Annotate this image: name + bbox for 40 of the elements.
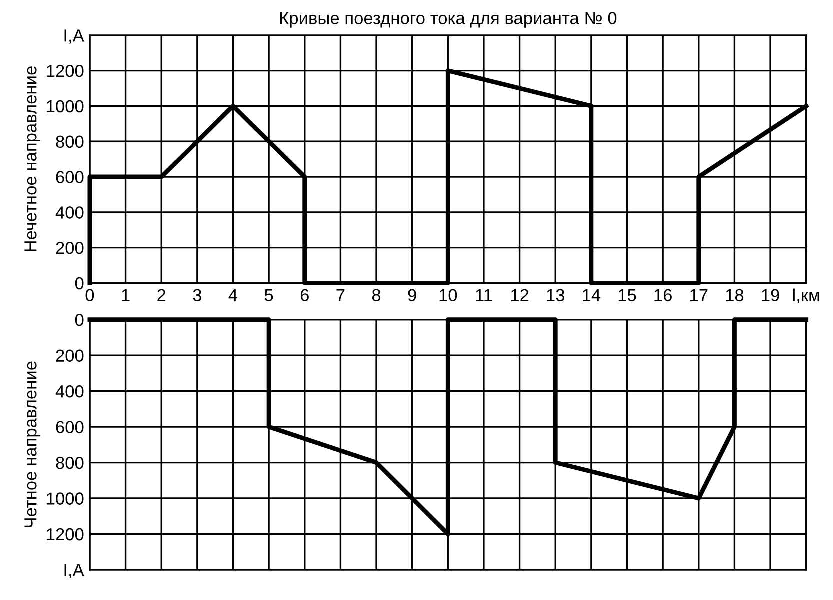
x-tick-label: 13 [547,289,565,302]
y-axis-title: Четное направление [24,362,40,528]
y-axis-title: Нечетное направление [24,66,40,252]
x-tick-label: 18 [726,289,744,302]
x-tick-label: 19 [762,289,780,302]
y-tick-label: 1000 [47,492,84,505]
y-tick-label: 200 [56,350,84,362]
y-tick-label: 600 [56,421,84,434]
x-tick-label: 3 [193,289,202,302]
x-tick-label: 2 [158,289,166,302]
y-tick-label: I,A [64,564,84,579]
y-tick-label: 400 [56,385,84,398]
y-tick-label: 400 [56,206,84,219]
x-tick-label: 8 [372,289,381,302]
x-tick-label: 0 [86,289,94,302]
y-tick-label: 600 [56,171,84,184]
y-tick-label: 1000 [47,100,84,113]
x-tick-label: 9 [408,289,416,302]
y-tick-label: 200 [56,242,84,254]
x-tick-label: 11 [476,289,492,302]
y-tick-label: 1200 [47,528,84,541]
x-tick-label: 5 [264,289,274,302]
x-tick-label: 4 [228,289,238,302]
x-tick-label: 6 [300,289,309,302]
x-tick-label: 17 [690,289,708,302]
x-tick-label: 16 [654,289,672,302]
x-tick-label: l,км [793,288,820,304]
y-tick-label: 0 [75,314,84,326]
x-tick-label: 12 [511,289,529,302]
y-tick-label: 1200 [47,64,84,78]
x-tick-label: 10 [440,289,458,302]
x-tick-label: 14 [583,289,601,302]
chart-title: Кривые поездного тока для варианта № 0 [280,12,617,28]
x-tick-label: 7 [336,289,345,302]
y-tick-label: 800 [56,456,84,470]
x-tick-label: 1 [122,289,130,302]
y-tick-label: 800 [56,136,84,148]
y-tick-label: I,A [64,30,84,44]
y-tick-label: 0 [75,277,84,290]
x-tick-label: 15 [618,289,636,302]
